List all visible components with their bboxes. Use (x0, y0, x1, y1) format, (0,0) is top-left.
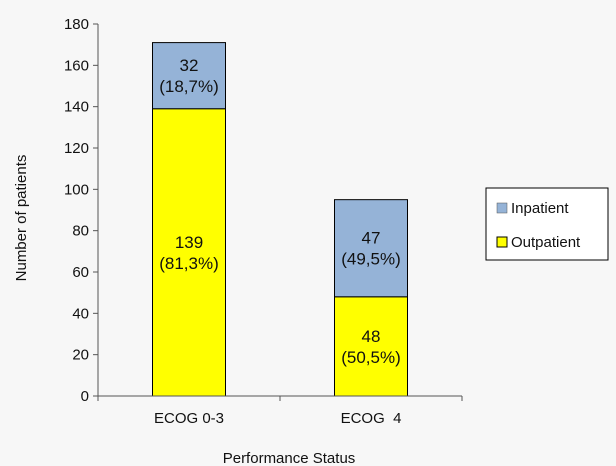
y-tick-label: 60 (72, 264, 89, 281)
x-category-label: ECOG 4 (341, 410, 402, 427)
data-label: 47 (362, 229, 381, 248)
y-tick-label: 160 (64, 57, 89, 74)
y-tick-label: 120 (64, 140, 89, 157)
data-label: (18,7%) (159, 77, 219, 96)
data-label: (49,5%) (341, 250, 401, 269)
legend: Inpatient Outpatient (485, 187, 609, 261)
y-tick-label: 40 (72, 305, 89, 322)
x-category-label: ECOG 0-3 (154, 410, 224, 427)
y-tick-label: 20 (72, 347, 89, 364)
y-axis-title: Number of patients (13, 155, 30, 282)
y-tick-label: 100 (64, 181, 89, 198)
legend-box (485, 187, 609, 261)
y-tick-label: 80 (72, 223, 89, 240)
legend-swatch-inpatient (496, 202, 508, 214)
bar-inpatient (334, 199, 408, 298)
data-label: 48 (362, 327, 381, 346)
bar-outpatient (334, 296, 408, 397)
ticks-layer: 0 20 40 60 80 100 120 140 160 180 (64, 16, 463, 405)
legend-label-outpatient: Outpatient (511, 234, 581, 251)
bar-outpatient (152, 108, 226, 397)
y-tick-label: 180 (64, 16, 89, 33)
bars-layer (152, 42, 408, 397)
x-axis-title: Performance Status (223, 450, 356, 466)
y-tick-label: 0 (81, 388, 89, 405)
y-tick-label: 140 (64, 99, 89, 116)
data-label: (81,3%) (159, 254, 219, 273)
data-label: 32 (180, 56, 199, 75)
bar-inpatient (152, 42, 226, 110)
legend-swatch-outpatient (496, 236, 508, 248)
data-label: 139 (175, 233, 203, 252)
labels-layer: 139 (81,3%) 32 (18,7%) ECOG 0-3 48 (50,5%) 47 (4… (154, 56, 401, 427)
data-label: (50,5%) (341, 348, 401, 367)
legend-label-inpatient: Inpatient (511, 200, 569, 217)
